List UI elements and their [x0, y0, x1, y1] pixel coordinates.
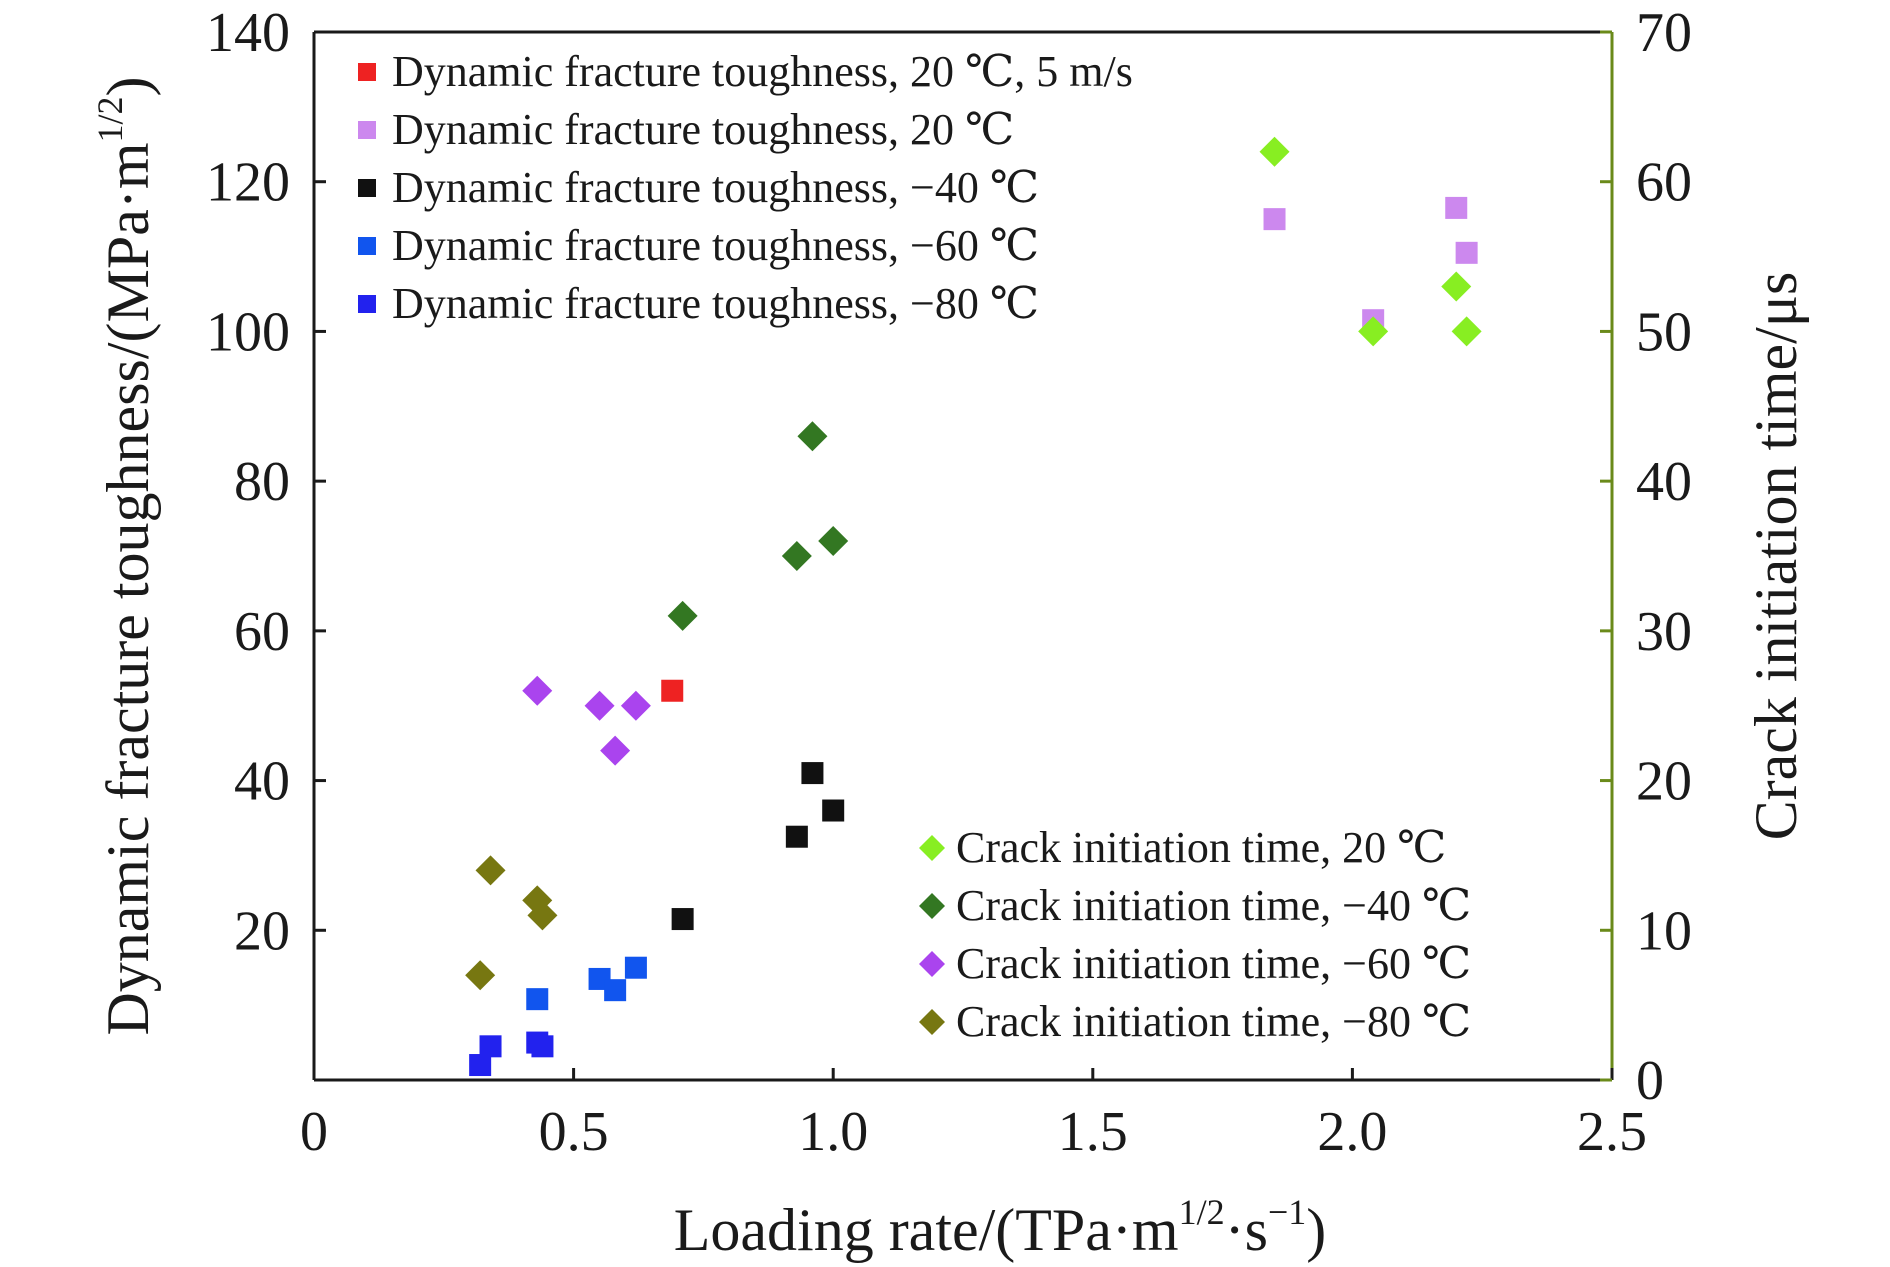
- legend-marker: [919, 951, 945, 977]
- right-y-tick-label: 0: [1636, 1050, 1664, 1112]
- data-point-diamond: [1259, 136, 1290, 167]
- legend-label: Crack initiation time, −40 ℃: [956, 881, 1471, 930]
- data-point-square: [785, 825, 808, 848]
- right-y-axis-ticks: 0 10 20 30 40 50 60 70: [1600, 2, 1692, 1112]
- x-axis-ticks: 0 0.5 1.0 1.5 2.0 2.5: [300, 1068, 1647, 1163]
- data-point-diamond: [797, 421, 828, 452]
- data-point-diamond: [527, 900, 558, 931]
- data-point-square: [624, 956, 647, 979]
- legend-label: Dynamic fracture toughness, −80 ℃: [392, 279, 1039, 328]
- x-tick-label: 2.5: [1577, 1101, 1647, 1163]
- data-point-diamond: [522, 675, 553, 706]
- right-y-tick-label: 30: [1636, 601, 1692, 663]
- data-point-diamond: [475, 855, 506, 886]
- left-y-tick-label: 60: [234, 601, 290, 663]
- left-y-tick-label: 40: [234, 751, 290, 813]
- left-y-tick-label: 140: [206, 2, 290, 64]
- data-points: [465, 136, 1482, 1077]
- data-point-diamond: [818, 526, 849, 557]
- data-point-square: [1263, 208, 1286, 231]
- x-tick-label: 0: [300, 1101, 328, 1163]
- legend-label: Dynamic fracture toughness, −60 ℃: [392, 221, 1039, 270]
- x-tick-label: 1.0: [798, 1101, 868, 1163]
- legend-marker: [358, 295, 376, 313]
- data-point-diamond: [600, 735, 631, 766]
- data-point-square: [801, 762, 824, 785]
- legend-marker: [919, 1009, 945, 1035]
- left-y-axis-ticks: 20 40 60 80 100 120 140: [206, 2, 326, 962]
- data-point-diamond: [781, 541, 812, 571]
- data-point-square: [661, 679, 684, 702]
- legend-marker: [919, 893, 945, 919]
- legend-label: Crack initiation time, −60 ℃: [956, 939, 1471, 988]
- data-point-diamond: [1358, 316, 1389, 347]
- data-point-diamond: [1451, 316, 1482, 347]
- data-point-square: [469, 1054, 492, 1077]
- left-y-axis-title: Dynamic fracture toughness/(MPa·m1/2): [90, 76, 161, 1035]
- right-y-tick-label: 10: [1636, 900, 1692, 962]
- left-y-tick-label: 120: [206, 152, 290, 214]
- legend-label: Dynamic fracture toughness, 20 ℃: [392, 105, 1014, 154]
- data-point-square: [1445, 196, 1468, 219]
- left-y-tick-label: 80: [234, 451, 290, 513]
- right-y-tick-label: 20: [1636, 751, 1692, 813]
- right-y-axis-title: Crack initiation time/μs: [1743, 272, 1809, 841]
- legend-marker: [358, 179, 376, 197]
- data-point-square: [479, 1035, 502, 1058]
- data-point-diamond: [667, 600, 698, 631]
- legend-label: Dynamic fracture toughness, 20 ℃, 5 m/s: [392, 47, 1133, 96]
- data-point-square: [526, 988, 549, 1011]
- data-point-square: [604, 979, 627, 1002]
- legend-marker: [358, 237, 376, 255]
- legend-marker: [358, 121, 376, 139]
- right-y-tick-label: 40: [1636, 451, 1692, 513]
- legend-marker: [358, 63, 376, 81]
- right-y-tick-label: 60: [1636, 152, 1692, 214]
- data-point-diamond: [584, 690, 615, 721]
- x-tick-label: 1.5: [1058, 1101, 1128, 1163]
- data-point-square: [671, 908, 694, 931]
- legend-label: Crack initiation time, 20 ℃: [956, 823, 1446, 872]
- x-axis-title: Loading rate/(TPa·m1/2·s−1): [674, 1192, 1326, 1263]
- data-point-diamond: [620, 690, 651, 721]
- left-y-tick-label: 100: [206, 301, 290, 363]
- legend-crack-time: Crack initiation time, 20 ℃ Crack initiat…: [919, 823, 1471, 1046]
- left-y-tick-label: 20: [234, 900, 290, 962]
- right-y-tick-label: 50: [1636, 301, 1692, 363]
- right-y-tick-label: 70: [1636, 2, 1692, 64]
- data-point-square: [531, 1035, 554, 1058]
- data-point-diamond: [1441, 271, 1472, 302]
- data-point-square: [822, 799, 845, 822]
- x-tick-label: 0.5: [539, 1101, 609, 1163]
- legend-label: Dynamic fracture toughness, −40 ℃: [392, 163, 1039, 212]
- legend-label: Crack initiation time, −80 ℃: [956, 997, 1471, 1046]
- legend-toughness: Dynamic fracture toughness, 20 ℃, 5 m/s D…: [358, 47, 1133, 328]
- data-point-diamond: [465, 960, 496, 991]
- legend-marker: [919, 835, 945, 861]
- data-point-square: [1455, 241, 1478, 264]
- x-tick-label: 2.0: [1317, 1101, 1387, 1163]
